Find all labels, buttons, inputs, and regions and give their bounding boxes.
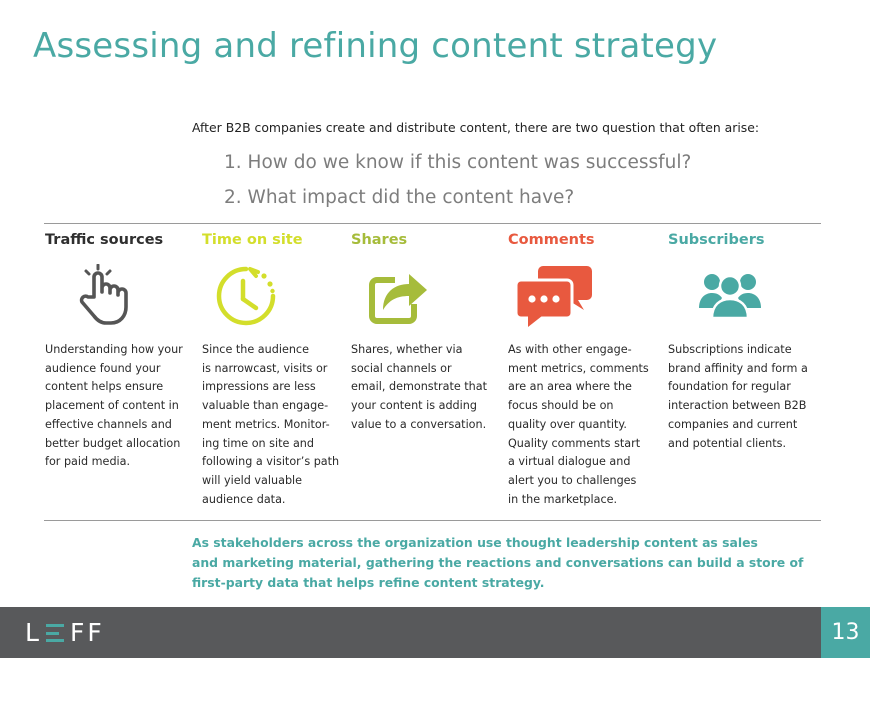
column-heading: Shares [351, 232, 408, 248]
bottom-divider [44, 520, 821, 521]
column-shares: Shares Shares, whether via social channe… [351, 232, 501, 431]
page-title: Assessing and refining content strategy [33, 26, 718, 66]
question-2: 2. What impact did the content have? [224, 187, 575, 208]
question-1: 1. How do we know if this content was su… [224, 152, 692, 173]
column-heading: Traffic sources [45, 232, 164, 248]
group-icon [698, 264, 762, 328]
column-text: As with other engage- ment metrics, comm… [508, 343, 649, 506]
column-text: Understanding how your audience found yo… [45, 343, 183, 469]
logo-letters-ff: FF [69, 618, 105, 647]
summary-text: As stakeholders across the organization … [192, 535, 804, 590]
logo-letter-l: L [25, 618, 42, 647]
column-subscribers: Subscribers Subscriptions indicate brand… [668, 232, 818, 450]
speech-bubbles-icon [514, 264, 594, 328]
column-heading: Subscribers [668, 232, 765, 248]
column-text: Shares, whether via social channels or e… [351, 343, 487, 431]
page-number: 13 [821, 607, 870, 658]
share-icon [365, 264, 429, 328]
leff-logo: L FF [25, 620, 105, 646]
column-text: Since the audience is narrowcast, visits… [202, 343, 340, 506]
top-divider [44, 223, 821, 224]
intro-text: After B2B companies create and distribut… [192, 120, 760, 135]
column-text: Subscriptions indicate brand affinity an… [668, 343, 808, 450]
column-traffic-sources: Traffic sources Understanding how your a… [45, 232, 195, 468]
column-heading: Time on site [202, 232, 303, 248]
column-time-on-site: Time on site Since the audience is narro… [202, 232, 352, 506]
pointing-hand-icon [72, 264, 136, 328]
column-heading: Comments [508, 232, 595, 248]
logo-letter-e-bars [45, 622, 64, 644]
column-comments: Comments As with other engage- ment metr… [508, 232, 658, 506]
clock-icon [214, 264, 278, 328]
footer-bar: L FF 13 [0, 607, 870, 658]
